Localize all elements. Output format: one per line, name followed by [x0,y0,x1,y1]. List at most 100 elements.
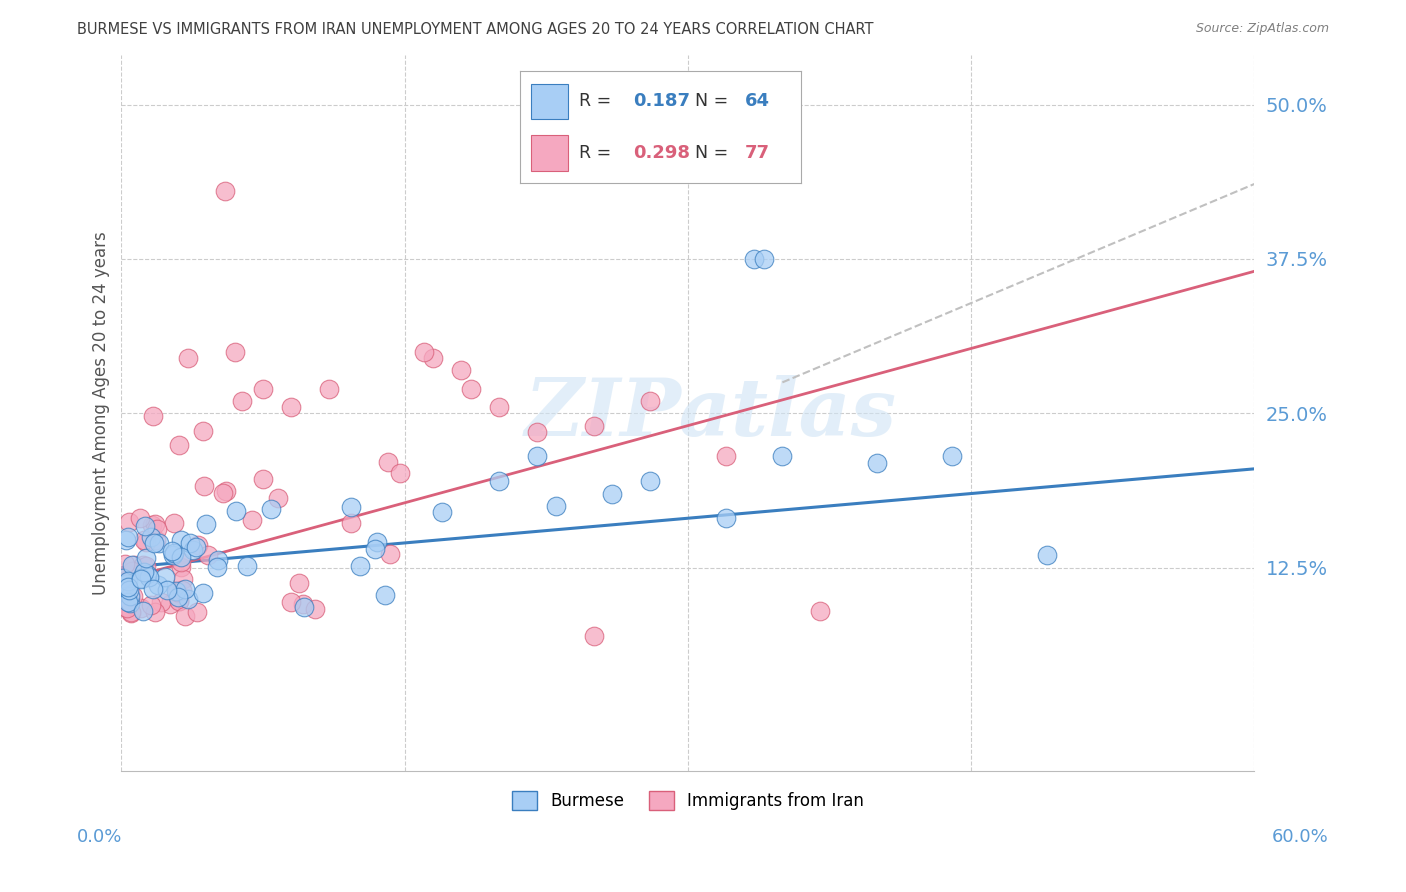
Point [193,479,215,493]
Point [197,549,219,563]
Point [377,455,399,469]
Point [184,540,207,554]
Point [166,590,188,604]
Point [145,522,167,536]
Text: 77: 77 [745,144,770,161]
Point [142,409,165,423]
Text: N =: N = [695,93,734,111]
Text: ZIPatlas: ZIPatlas [524,375,897,452]
Point [752,252,775,266]
Point [544,499,567,513]
Point [131,604,153,618]
Text: N =: N = [695,144,734,161]
Point [156,582,179,597]
Point [292,598,315,612]
Point [122,558,145,572]
Point [166,584,188,599]
Point [770,450,793,464]
Point [187,538,209,552]
Point [165,584,187,599]
Point [252,472,274,486]
Point [374,589,396,603]
Point [141,518,163,533]
Point [638,474,661,488]
Point [280,400,302,414]
Point [252,382,274,396]
Point [121,564,143,578]
Point [174,609,197,624]
Point [212,486,235,500]
Point [260,501,283,516]
Bar [531,135,568,170]
Point [267,491,290,506]
Point [167,594,190,608]
Point [280,595,302,609]
Point [153,569,176,583]
Point [179,536,201,550]
Point [115,601,138,615]
Point [349,559,371,574]
Point [135,534,157,549]
Point [121,558,143,572]
Point [117,581,139,595]
Point [135,551,157,566]
Point [170,533,193,548]
Point [193,424,215,438]
Text: BURMESE VS IMMIGRANTS FROM IRAN UNEMPLOYMENT AMONG AGES 20 TO 24 YEARS CORRELATI: BURMESE VS IMMIGRANTS FROM IRAN UNEMPLOY… [77,22,875,37]
Point [340,516,363,531]
Point [225,503,247,517]
Point [169,550,191,565]
Point [808,604,831,618]
Point [111,571,134,585]
Text: R =: R = [579,144,617,161]
Point [432,505,454,519]
Bar [531,84,568,120]
Point [205,560,228,574]
Point [117,515,139,529]
Legend: Burmese, Immigrants from Iran: Burmese, Immigrants from Iran [505,785,870,817]
Point [118,583,141,598]
Point [214,184,236,198]
Point [714,511,737,525]
Point [129,571,152,585]
Point [139,530,162,544]
Point [134,533,156,547]
Text: 0.187: 0.187 [633,93,690,111]
Point [364,541,387,556]
Point [186,605,208,619]
Point [117,574,139,589]
Point [159,597,181,611]
Point [120,596,142,610]
Text: 60.0%: 60.0% [1272,828,1329,846]
Point [143,605,166,619]
Point [742,252,765,266]
Point [163,546,186,560]
Point [120,589,142,603]
Point [167,438,190,452]
Point [488,400,510,414]
Point [176,592,198,607]
Point [304,602,326,616]
Point [1036,549,1059,563]
Point [181,543,204,558]
Point [526,450,548,464]
Point [142,582,165,596]
Point [114,557,136,571]
Point [162,548,184,562]
Point [231,394,253,409]
Point [143,517,166,532]
Point [176,351,198,365]
Text: R =: R = [579,93,617,111]
Text: Source: ZipAtlas.com: Source: ZipAtlas.com [1195,22,1329,36]
Point [422,351,444,365]
Point [638,393,661,408]
Point [117,530,139,544]
Point [292,599,315,614]
Point [941,450,963,464]
Point [366,535,388,549]
Point [136,566,159,581]
Text: 0.298: 0.298 [633,144,690,161]
Point [139,599,162,613]
Point [170,555,193,569]
Text: 64: 64 [745,93,770,111]
